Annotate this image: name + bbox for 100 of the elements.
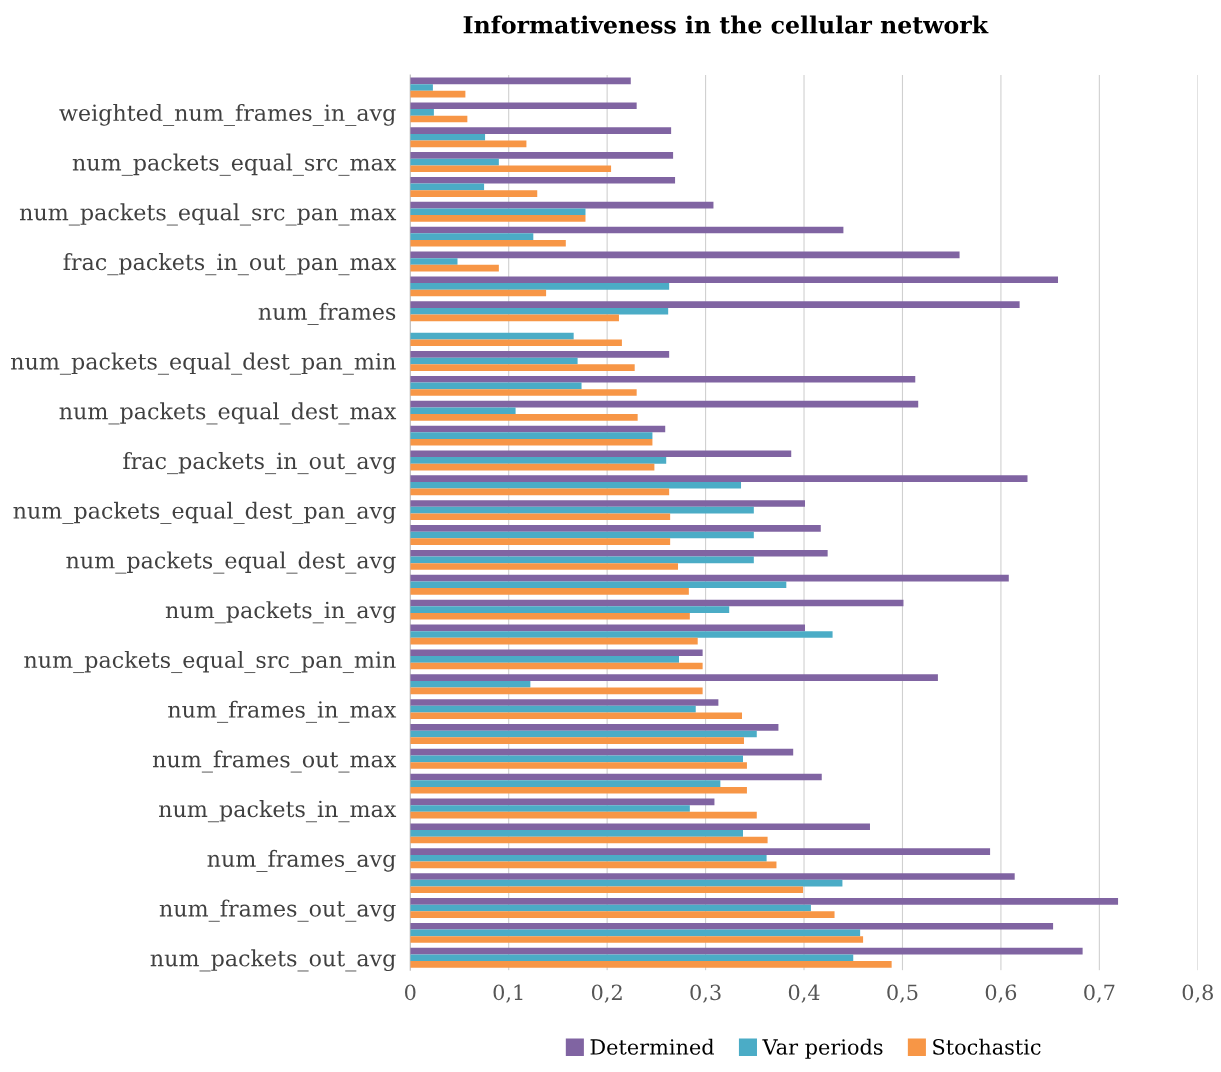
bar — [410, 289, 547, 297]
bar — [410, 414, 638, 421]
legend-label: Stochastic — [933, 1038, 1041, 1055]
bar — [410, 637, 698, 645]
y-tick-label: num_packets_equal_dest_pan_min — [11, 352, 396, 375]
x-tick-label: 0,8 — [1182, 984, 1213, 1003]
bar — [410, 301, 1020, 308]
bar — [410, 215, 586, 222]
bar — [410, 588, 689, 595]
x-tick-label: 0,4 — [788, 984, 820, 1003]
x-tick-label: 0 — [405, 984, 416, 1001]
bar — [410, 904, 811, 912]
bar — [410, 773, 822, 781]
bar — [410, 264, 499, 272]
bar — [410, 525, 821, 532]
bar — [410, 226, 844, 234]
bar — [410, 400, 919, 408]
bar — [410, 581, 787, 589]
bar — [410, 432, 653, 439]
y-tick-label: num_packets_equal_src_max — [72, 153, 397, 176]
bar — [410, 724, 779, 731]
y-tick-label: num_frames — [258, 302, 396, 325]
bar — [410, 929, 861, 937]
bar — [410, 531, 754, 539]
bar — [410, 375, 916, 383]
bar — [410, 158, 499, 166]
bar — [410, 500, 806, 507]
bar — [410, 332, 574, 340]
bar — [410, 823, 870, 831]
bar — [410, 506, 754, 514]
bar — [410, 798, 715, 806]
bar — [410, 879, 843, 887]
bar — [410, 680, 531, 688]
bar — [410, 612, 690, 620]
bar — [410, 947, 1083, 955]
bar — [410, 382, 582, 390]
y-tick-label: num_frames_avg — [207, 849, 396, 872]
bar — [410, 351, 670, 358]
bar — [410, 239, 566, 247]
bar — [410, 283, 670, 290]
y-tick-label: num_packets_equal_src_pan_min — [24, 650, 396, 674]
chart-title: Informativeness in the cellular network — [463, 15, 989, 34]
y-tick-label: num_packets_in_max — [158, 800, 397, 823]
bar — [410, 233, 534, 240]
bar — [410, 730, 757, 738]
bar — [410, 152, 674, 159]
bar — [410, 599, 904, 607]
bar — [410, 805, 690, 812]
y-tick-label: num_packets_equal_dest_max — [59, 402, 397, 425]
y-tick-label: frac_packets_in_out_pan_max — [63, 253, 397, 276]
bar — [410, 307, 669, 315]
bar — [410, 77, 631, 85]
bar — [410, 208, 586, 216]
bar — [410, 662, 703, 670]
bar — [410, 481, 742, 489]
bar — [410, 954, 854, 962]
bar — [410, 190, 538, 197]
bar — [410, 861, 777, 869]
bar — [410, 364, 635, 371]
bar — [410, 357, 578, 365]
bar — [410, 656, 680, 663]
bar — [410, 737, 744, 744]
bar — [410, 961, 892, 968]
bar — [410, 201, 714, 209]
y-tick-label: num_frames_out_max — [152, 750, 397, 773]
bar — [410, 475, 1028, 482]
bar — [410, 836, 768, 844]
bar — [410, 556, 754, 564]
bar — [410, 712, 743, 720]
bar — [410, 407, 516, 415]
bar — [410, 133, 486, 141]
bar — [410, 898, 1119, 905]
x-tick-label: 0,1 — [493, 984, 523, 1003]
bar — [410, 314, 619, 322]
legend-label: Determined — [590, 1038, 715, 1055]
bar — [410, 488, 670, 496]
bar — [410, 258, 458, 265]
bar — [410, 127, 672, 134]
bar — [410, 176, 676, 184]
bar — [410, 606, 730, 613]
bar — [410, 109, 434, 116]
bar — [410, 922, 1054, 930]
y-tick-label: num_packets_in_avg — [165, 601, 396, 624]
bar — [410, 624, 806, 632]
bar — [410, 425, 666, 433]
bar — [410, 848, 991, 855]
y-tick-label: num_packets_out_avg — [150, 949, 396, 972]
bar — [410, 699, 719, 706]
bar — [410, 705, 696, 713]
y-tick-label: num_packets_equal_dest_avg — [66, 551, 396, 574]
bar — [410, 886, 804, 894]
bar — [410, 873, 1015, 880]
y-tick-label: frac_packets_in_out_avg — [123, 452, 396, 475]
bar — [410, 755, 743, 763]
x-tick-label: 0,2 — [591, 984, 622, 1003]
bar — [410, 687, 703, 695]
bar — [410, 457, 667, 464]
bar — [410, 936, 864, 943]
bar — [410, 762, 747, 769]
x-tick-label: 0,7 — [1084, 984, 1115, 1003]
